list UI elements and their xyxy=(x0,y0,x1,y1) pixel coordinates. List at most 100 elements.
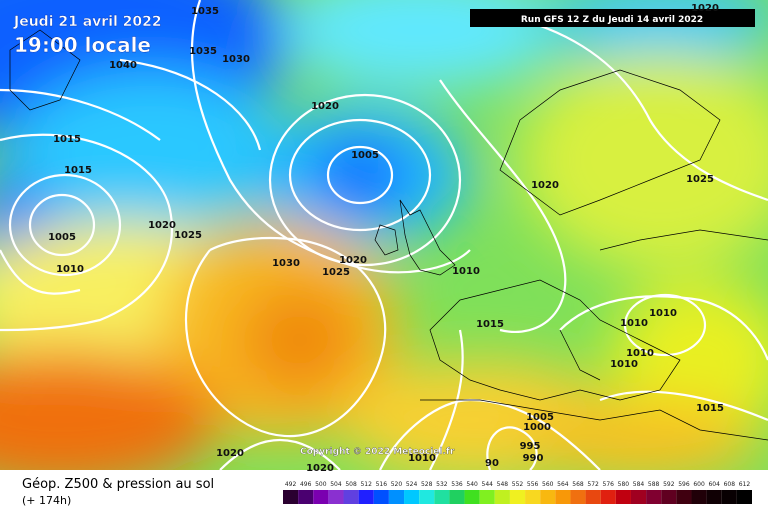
isobar-label: 1015 xyxy=(64,165,92,176)
isobar-label: 1015 xyxy=(696,403,724,414)
legend-label: 596 xyxy=(678,481,690,488)
isobar-label: 90 xyxy=(485,458,499,469)
legend-label: 608 xyxy=(724,481,736,488)
legend-swatch xyxy=(615,490,631,504)
isobar-label: 1025 xyxy=(174,230,202,241)
legend-label: 592 xyxy=(663,481,675,488)
legend-swatch xyxy=(464,490,480,504)
isobar-label: 1025 xyxy=(686,174,714,185)
legend-label: 492 xyxy=(285,481,297,488)
legend-swatch xyxy=(343,490,359,504)
isobar-label: 1005 xyxy=(526,412,554,423)
isobar-label: 1035 xyxy=(191,6,219,17)
legend-swatch xyxy=(358,490,374,504)
legend-swatch xyxy=(540,490,556,504)
forecast-hour: (+ 174h) xyxy=(22,494,71,507)
legend-swatch xyxy=(525,490,541,504)
legend-label: 604 xyxy=(708,481,720,488)
legend-swatch xyxy=(434,490,450,504)
legend-label: 588 xyxy=(648,481,660,488)
isobar-label: 1020 xyxy=(311,101,339,112)
legend-swatch xyxy=(479,490,495,504)
isobar-label: 1010 xyxy=(626,348,654,359)
legend-swatch xyxy=(509,490,526,504)
product-title: Géop. Z500 & pression au sol xyxy=(22,477,214,492)
legend-label: 544 xyxy=(482,481,494,488)
isobar-label: 1040 xyxy=(109,60,137,71)
isobar-label: 1030 xyxy=(272,258,300,269)
legend-swatch xyxy=(313,490,329,504)
isobar-label: 1000 xyxy=(523,422,551,433)
isobar-label: 1010 xyxy=(610,359,638,370)
legend-swatch xyxy=(419,490,435,504)
legend-swatch xyxy=(646,490,662,504)
legend-swatch xyxy=(373,490,389,504)
legend-label: 496 xyxy=(300,481,312,488)
isobar-label: 1005 xyxy=(351,150,379,161)
isobar-label: 1020 xyxy=(339,255,367,266)
isobar-label: 1015 xyxy=(53,134,81,145)
legend-swatch xyxy=(585,490,601,504)
isobar-label: 995 xyxy=(520,441,541,452)
isobar-labels: 1035 1020 1035 1040 1030 1020 1015 1015 1005 1020… xyxy=(48,3,724,474)
map-field xyxy=(0,0,768,470)
isobar-label: 1005 xyxy=(48,232,76,243)
legend-swatch xyxy=(691,490,707,504)
z500-legend: 492 496 500 504 508 512 516 520 524 528 532 536 540 5… xyxy=(283,481,752,504)
isobar-label: 1010 xyxy=(56,264,84,275)
legend-label: 548 xyxy=(497,481,509,488)
legend-label: 564 xyxy=(557,481,569,488)
isobar-label: 1030 xyxy=(222,54,250,65)
legend-label: 536 xyxy=(451,481,463,488)
legend-swatch xyxy=(570,490,586,504)
legend-swatch xyxy=(388,490,405,504)
isobar-label: 1020 xyxy=(306,463,334,474)
legend-swatch xyxy=(676,490,692,504)
legend-label: 612 xyxy=(739,481,751,488)
isobar-label: 1010 xyxy=(452,266,480,277)
legend-swatch xyxy=(600,490,616,504)
legend-label: 584 xyxy=(633,481,645,488)
isobar-label: 1020 xyxy=(531,180,559,191)
isobar-label: 1020 xyxy=(691,3,719,14)
legend-swatch xyxy=(555,490,571,504)
legend-label: 508 xyxy=(345,481,357,488)
legend-label: 504 xyxy=(330,481,342,488)
legend-label: 524 xyxy=(406,481,418,488)
legend-label: 600 xyxy=(693,481,705,488)
legend-label: 576 xyxy=(603,481,615,488)
isobar-label: 1010 xyxy=(408,453,436,464)
legend-swatch xyxy=(721,490,737,504)
legend-label: 560 xyxy=(542,481,554,488)
legend-swatch xyxy=(494,490,510,504)
isobar-label: 1035 xyxy=(189,46,217,57)
legend-label: 532 xyxy=(436,481,448,488)
legend-label: 540 xyxy=(466,481,478,488)
isobar-label: 1015 xyxy=(476,319,504,330)
legend-swatch xyxy=(736,490,752,504)
valid-date: Jeudi 21 avril 2022 xyxy=(13,14,162,30)
legend-label: 520 xyxy=(391,481,403,488)
legend-swatch xyxy=(706,490,722,504)
legend-label: 528 xyxy=(421,481,433,488)
legend-label: 516 xyxy=(376,481,388,488)
legend-swatch xyxy=(283,490,299,504)
isobar-label: 1025 xyxy=(322,267,350,278)
legend-swatch xyxy=(404,490,420,504)
legend-label: 500 xyxy=(315,481,327,488)
coastlines xyxy=(9,29,768,441)
isobar-label: 1010 xyxy=(620,318,648,329)
copyright: Copyright © 2022 Meteociel.fr xyxy=(300,447,455,457)
legend-label: 572 xyxy=(587,481,599,488)
legend-swatch xyxy=(661,490,677,504)
isobar-label: 1010 xyxy=(649,308,677,319)
isobar-label: 1020 xyxy=(216,448,244,459)
legend-label: 556 xyxy=(527,481,539,488)
legend-swatch xyxy=(298,490,314,504)
legend-swatch xyxy=(449,490,465,504)
legend-swatch xyxy=(328,490,344,504)
legend-label: 580 xyxy=(618,481,630,488)
legend-label: 568 xyxy=(572,481,584,488)
isobar-label: 990 xyxy=(523,453,544,464)
